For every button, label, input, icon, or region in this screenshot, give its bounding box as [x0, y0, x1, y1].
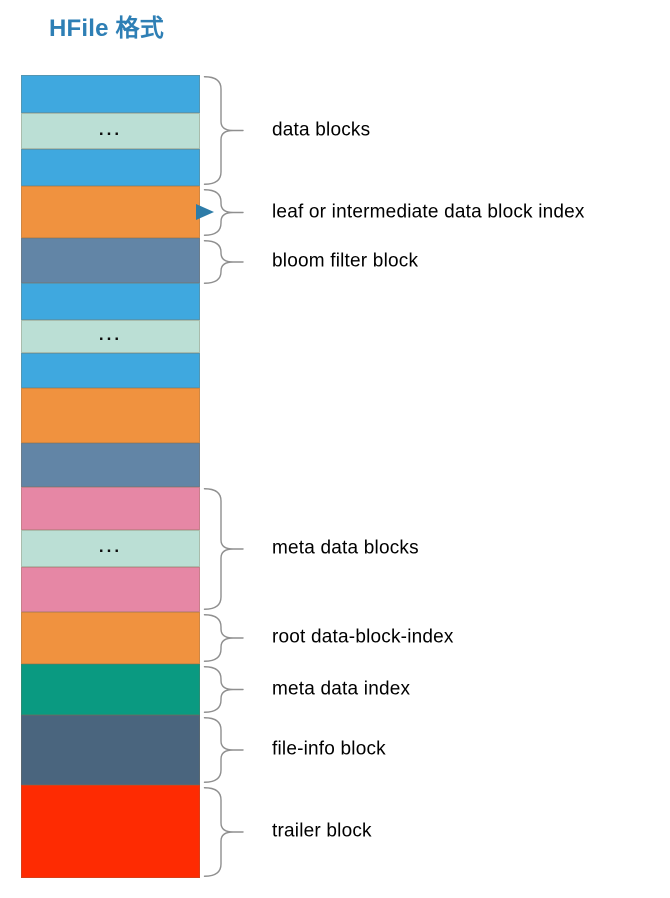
block-stack: .........: [21, 75, 214, 878]
curly-brace: [203, 717, 250, 783]
meta-data-block-ellipsis: ...: [21, 530, 200, 567]
curly-brace: [203, 488, 250, 610]
data-block: [21, 75, 200, 113]
pointer-arrow-icon: [196, 204, 214, 220]
data-block: [21, 283, 200, 320]
curly-brace: [203, 240, 250, 284]
ellipsis-text: ...: [98, 325, 123, 344]
block-label: meta data index: [272, 678, 411, 700]
meta-data-block: [21, 567, 200, 612]
data-block: [21, 353, 200, 388]
curly-brace: [203, 76, 250, 185]
file-info-block: [21, 715, 200, 785]
block-label: leaf or intermediate data block index: [272, 201, 585, 223]
meta-index-block: [21, 664, 200, 715]
bloom-filter-block: [21, 238, 200, 283]
diagram-title: HFile 格式: [49, 15, 164, 42]
curly-brace: [203, 614, 250, 662]
leaf-index-block: [21, 388, 200, 443]
ellipsis-text: ...: [98, 119, 123, 139]
bloom-filter-block: [21, 443, 200, 487]
root-index-block: [21, 612, 200, 664]
block-label: meta data blocks: [272, 537, 419, 559]
block-label: data blocks: [272, 119, 371, 141]
block-label: file-info block: [272, 738, 386, 760]
block-label: trailer block: [272, 820, 372, 842]
trailer-block: [21, 785, 200, 878]
block-label: bloom filter block: [272, 250, 419, 272]
block-label: root data-block-index: [272, 626, 454, 648]
curly-brace: [203, 787, 250, 877]
curly-brace: [203, 189, 250, 236]
data-block-ellipsis: ...: [21, 320, 200, 353]
curly-brace: [203, 666, 250, 713]
leaf-index-block: [21, 186, 214, 238]
data-block: [21, 149, 200, 186]
ellipsis-text: ...: [98, 537, 123, 556]
meta-data-block: [21, 487, 200, 530]
data-block-ellipsis: ...: [21, 113, 200, 149]
